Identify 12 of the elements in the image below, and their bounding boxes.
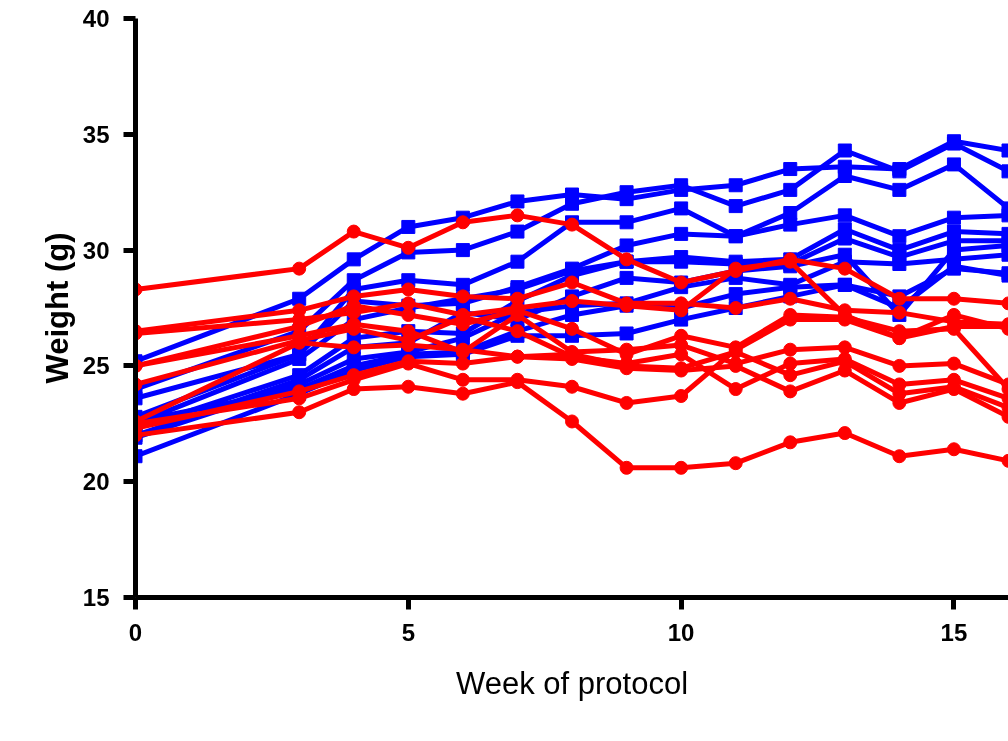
y-tick-label: 35 bbox=[82, 120, 110, 148]
x-tick-label: 5 bbox=[401, 618, 415, 646]
x-tick-label: 15 bbox=[940, 618, 968, 646]
y-tick-label: 15 bbox=[82, 584, 110, 611]
y-tick-label: 40 bbox=[82, 5, 110, 32]
y-tick-label: 30 bbox=[82, 236, 110, 264]
x-tick-label: 10 bbox=[667, 618, 695, 646]
x-axis-title: Week of protocol bbox=[455, 665, 689, 701]
y-tick-label: 25 bbox=[82, 352, 110, 380]
x-tick-label: 0 bbox=[128, 618, 143, 646]
y-axis-title: Weight (g) bbox=[39, 232, 75, 384]
y-tick-label: 20 bbox=[82, 468, 110, 496]
